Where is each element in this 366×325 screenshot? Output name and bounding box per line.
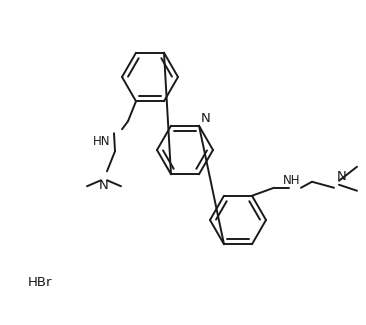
Text: NH: NH (283, 174, 301, 187)
Text: N: N (201, 112, 211, 125)
Text: N: N (99, 179, 109, 192)
Text: HN: HN (93, 135, 110, 148)
Text: N: N (337, 170, 347, 183)
Text: HBr: HBr (28, 277, 52, 290)
